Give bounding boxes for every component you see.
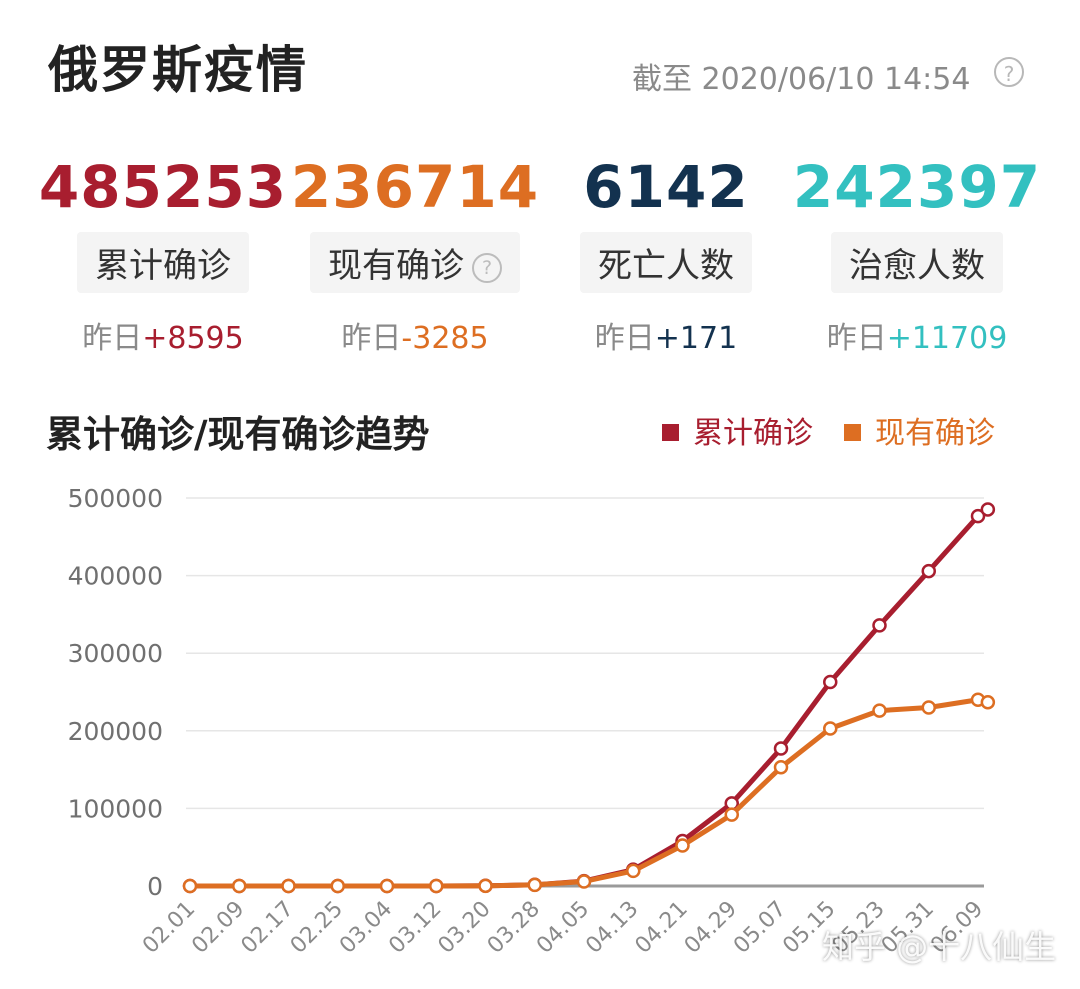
y-tick-label: 300000 [68, 639, 163, 668]
stat-value: 485253 [38, 153, 288, 221]
y-tick-label: 500000 [68, 484, 163, 513]
stat-recovered: 242397 治愈人数 昨日+11709 [792, 158, 1042, 357]
data-point [675, 838, 690, 853]
x-tick-label: 03.04 [335, 897, 397, 959]
stat-value: 242397 [792, 153, 1042, 221]
stat-label[interactable]: 现有确诊? [310, 232, 520, 293]
stat-label: 治愈人数 [831, 232, 1003, 293]
help-icon[interactable]: ? [472, 252, 502, 283]
y-tick-label: 100000 [68, 794, 163, 823]
data-point [980, 502, 996, 517]
x-tick-label: 02.01 [138, 897, 200, 959]
data-point [921, 700, 936, 715]
data-point [478, 878, 493, 894]
stat-total-confirmed: 485253 累计确诊 昨日+8595 [38, 158, 288, 357]
trend-chart: 0 100000 200000 300000 400000 500000 02.0102.0… [68, 484, 996, 959]
stat-delta: 昨日+171 [594, 321, 738, 356]
data-point [872, 703, 887, 718]
data-point [182, 878, 198, 894]
data-point [823, 721, 838, 736]
update-time: 截至 2020/06/10 14:54 [632, 62, 971, 97]
x-tick-label: 03.28 [483, 897, 545, 959]
stat-label: 死亡人数 [580, 232, 752, 293]
data-point [429, 878, 444, 894]
data-point [773, 760, 789, 775]
chart-title: 累计确诊/现有确诊趋势 [46, 413, 430, 456]
series-line-current [187, 697, 991, 889]
x-tick-label: 04.29 [680, 897, 742, 959]
stat-delta: 昨日+11709 [826, 321, 1008, 356]
x-tick-label: 03.20 [434, 897, 496, 959]
data-point [980, 695, 996, 710]
data-point [872, 618, 887, 633]
data-point [724, 807, 739, 822]
stat-current-confirmed: 236714 现有确诊? 昨日-3285 [290, 158, 540, 357]
legend-item-current[interactable]: 现有确诊 [844, 408, 995, 452]
legend-item-total[interactable]: 累计确诊 [662, 408, 813, 452]
watermark: 知乎 @十八仙生 [822, 928, 1057, 966]
data-point [281, 878, 296, 894]
y-tick-label: 200000 [68, 717, 163, 746]
x-tick-label: 03.12 [384, 897, 446, 959]
x-tick-label: 02.25 [286, 897, 348, 959]
help-icon[interactable]: ? [994, 57, 1024, 87]
y-tick-label: 0 [147, 872, 163, 901]
x-tick-label: 02.09 [187, 897, 249, 959]
x-tick-label: 04.21 [631, 897, 693, 959]
stat-value: 236714 [290, 153, 540, 221]
series-line-total [187, 506, 991, 889]
data-point [823, 674, 838, 690]
y-tick-label: 400000 [68, 562, 163, 591]
data-point [773, 741, 789, 756]
stat-label: 累计确诊 [77, 232, 249, 293]
stat-deaths: 6142 死亡人数 昨日+171 [541, 158, 791, 357]
legend-swatch [844, 424, 861, 441]
stat-value: 6142 [583, 153, 749, 221]
x-tick-label: 05.07 [729, 897, 791, 959]
data-point [379, 878, 395, 894]
data-point [527, 877, 542, 893]
page-title: 俄罗斯疫情 [48, 41, 308, 99]
data-point [970, 508, 986, 524]
data-point [576, 874, 592, 889]
legend-swatch [662, 424, 679, 441]
data-point [330, 878, 345, 894]
data-point [626, 863, 641, 879]
stat-delta: 昨日+8595 [82, 321, 244, 356]
data-point [232, 878, 247, 894]
stat-delta: 昨日-3285 [341, 321, 489, 356]
x-tick-label: 04.13 [581, 897, 643, 959]
x-tick-label: 02.17 [237, 897, 299, 959]
x-tick-label: 04.05 [532, 897, 594, 959]
data-point [921, 563, 936, 579]
